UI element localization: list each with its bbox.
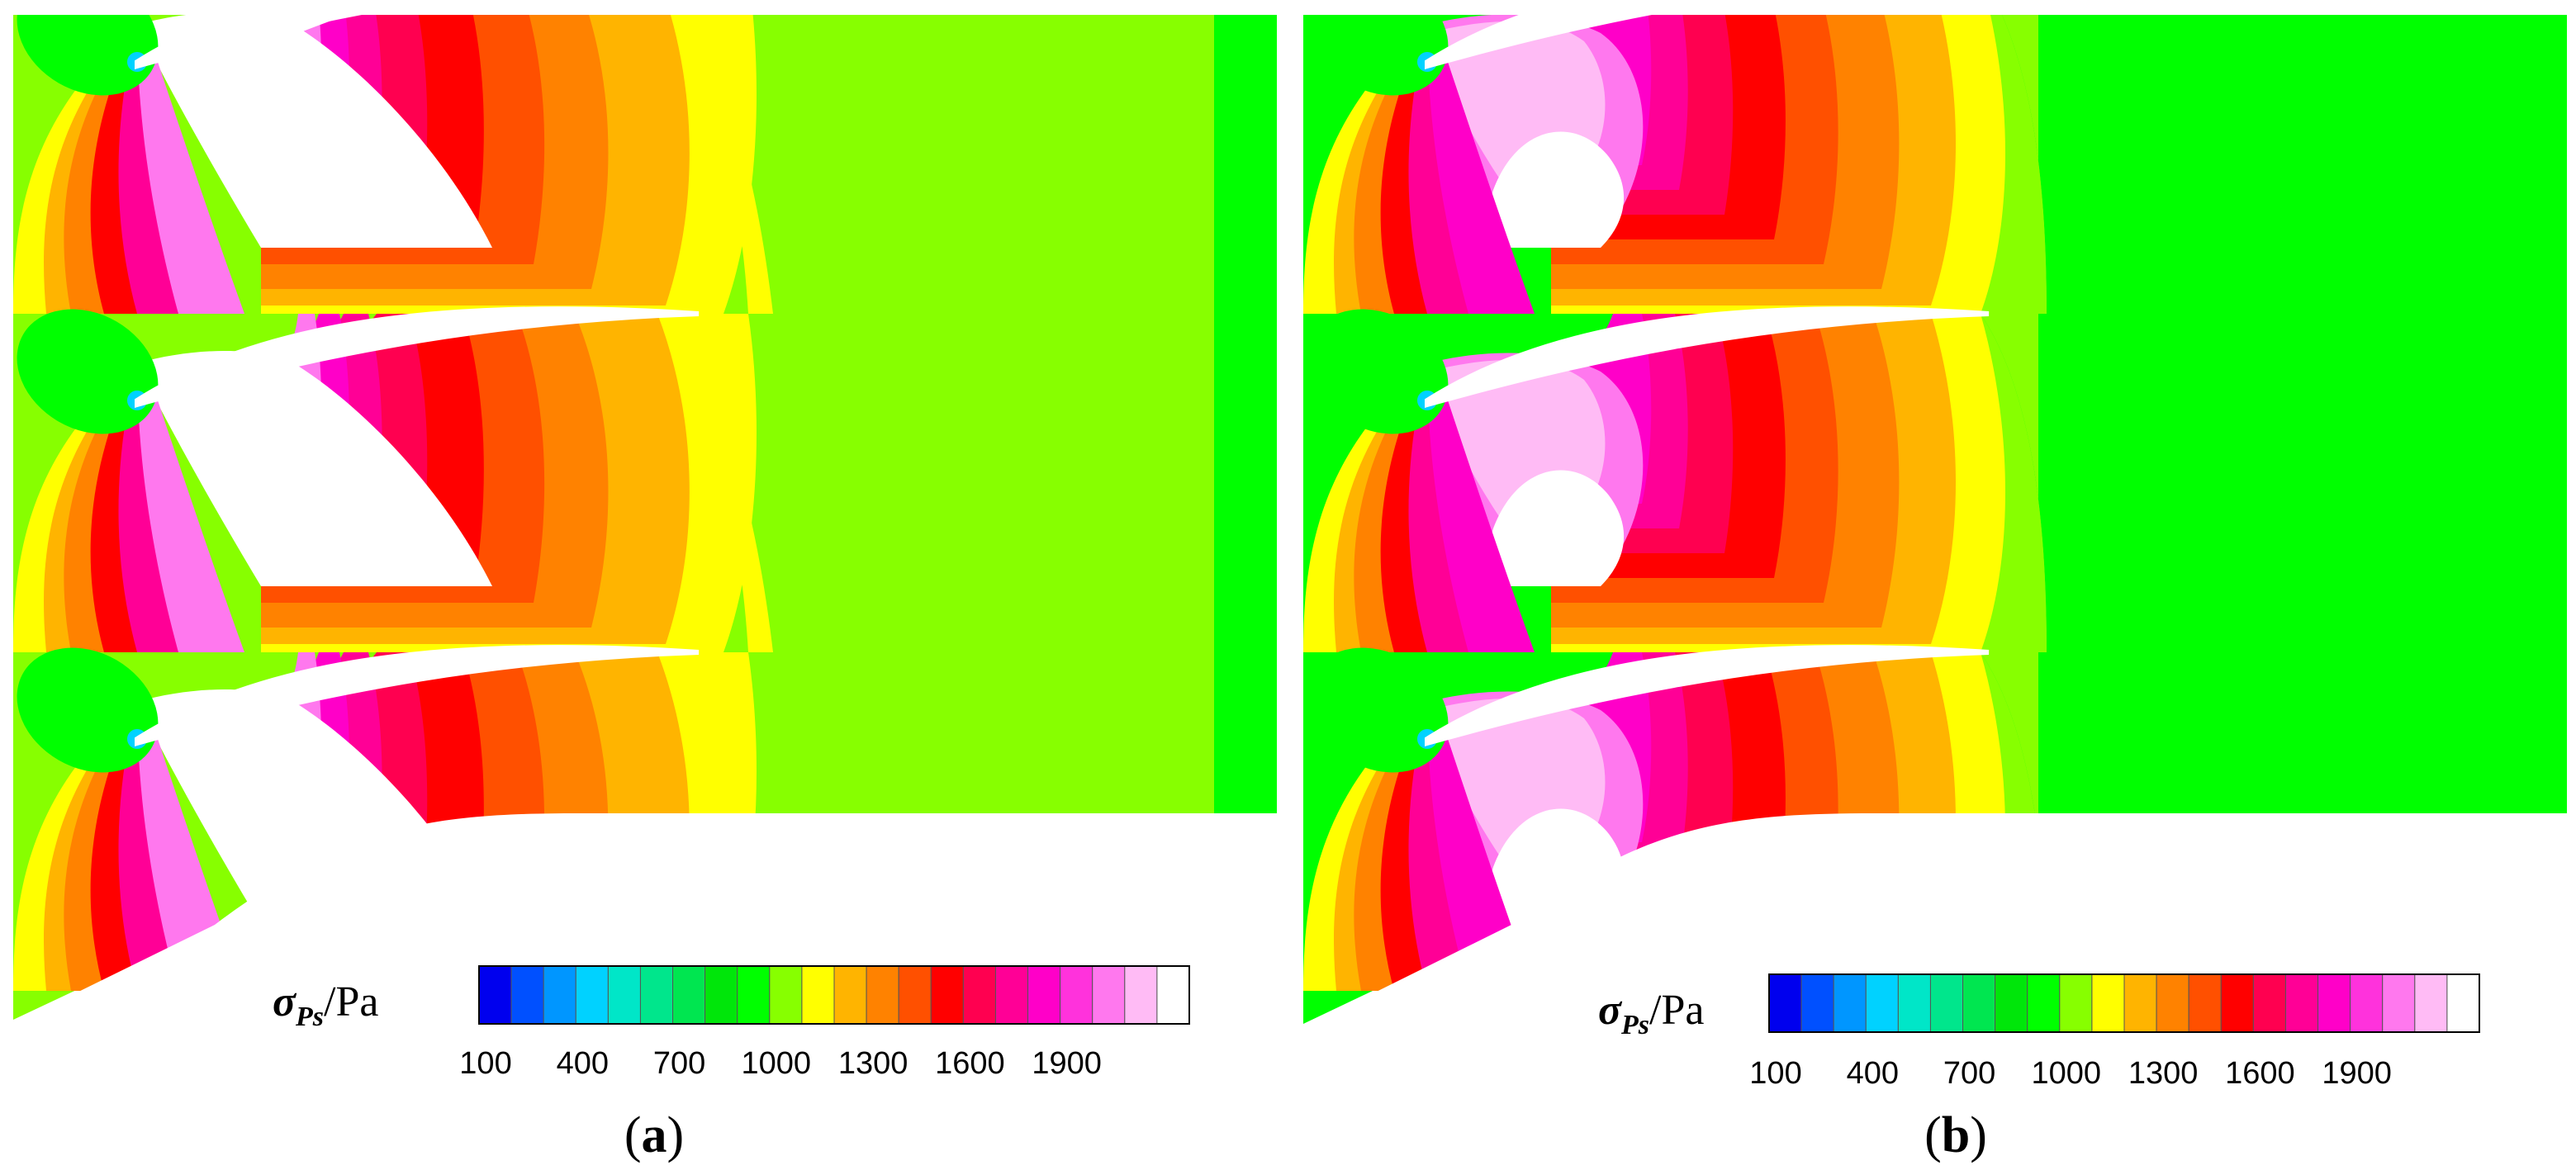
- colorbar-b-swatch: [2284, 973, 2319, 1033]
- colorbar-b-swatch: [1800, 973, 1834, 1033]
- caption-a: (a): [624, 1107, 684, 1163]
- colorbar-a-tick-label: 100: [459, 1046, 511, 1081]
- colorbar-b-swatch: [2156, 973, 2189, 1033]
- colorbar-b-swatch: [1768, 973, 1802, 1033]
- colorbar-b-swatch: [2027, 973, 2061, 1033]
- panel-a-contour: [13, 15, 1277, 1026]
- colorbar-b-tick-label: 1300: [2128, 1056, 2199, 1091]
- colorbar-b-swatches: [1768, 973, 2480, 1033]
- colorbar-a-swatch: [737, 965, 771, 1025]
- colorbar-a-swatch: [607, 965, 641, 1025]
- colorbar-b-tick-label: 100: [1749, 1056, 1801, 1091]
- colorbar-a-swatch: [994, 965, 1029, 1025]
- panel-a-outlet-strip: [1214, 15, 1277, 813]
- colorbar-b-tick-label: 700: [1943, 1056, 1995, 1091]
- colorbar-b-swatch: [2220, 973, 2254, 1033]
- colorbar-a-swatch: [1027, 965, 1061, 1025]
- colorbar-a-frame: [478, 965, 1190, 1025]
- colorbar-a-swatch: [1060, 965, 1093, 1025]
- colorbar-b-swatch: [2059, 973, 2093, 1033]
- panel-b-endwall: [1307, 813, 2567, 1026]
- caption-b: (b): [1924, 1107, 1987, 1163]
- colorbar-a-swatch: [543, 965, 576, 1025]
- colorbar-b-swatch: [2446, 973, 2480, 1033]
- colorbar-b-swatch: [1833, 973, 1867, 1033]
- colorbar-a-swatch: [898, 965, 932, 1025]
- colorbar-a-swatches: [478, 965, 1190, 1025]
- colorbar-b-swatch: [1929, 973, 1964, 1033]
- colorbar-a: σPs/Pa 100 400 700 1000 1300 1600 1900: [273, 965, 1190, 1081]
- panel-b-passage-1: [1284, 0, 2576, 314]
- colorbar-b-swatch: [2123, 973, 2157, 1033]
- colorbar-b-swatch: [1865, 973, 1899, 1033]
- colorbar-a-tick-label: 1600: [935, 1046, 1005, 1081]
- colorbar-a-swatch: [930, 965, 964, 1025]
- colorbar-b-swatch: [2317, 973, 2351, 1033]
- colorbar-a-swatch: [704, 965, 738, 1025]
- colorbar-b-tick-label: 1900: [2322, 1056, 2392, 1091]
- colorbar-b-swatch: [2252, 973, 2286, 1033]
- colorbar-b-swatch: [2350, 973, 2384, 1033]
- colorbar-a-swatch: [510, 965, 544, 1025]
- colorbar-a-swatch: [801, 965, 835, 1025]
- panel-b-contour: [1284, 0, 2576, 1026]
- colorbar-b-tick-label: 400: [1847, 1056, 1899, 1091]
- colorbar-a-swatch: [478, 965, 512, 1025]
- colorbar-b-swatch: [1995, 973, 2028, 1033]
- colorbar-a-label: σPs/Pa: [273, 978, 378, 1032]
- colorbar-a-ticks: 100 400 700 1000 1300 1600 1900: [459, 1046, 1102, 1081]
- colorbar-b-tick-label: 1600: [2225, 1056, 2295, 1091]
- colorbar-b-swatch: [2382, 973, 2416, 1033]
- colorbar-b-swatch: [2188, 973, 2222, 1033]
- colorbar-a-tick-label: 1900: [1032, 1046, 1102, 1081]
- colorbar-a-tick-label: 1300: [838, 1046, 908, 1081]
- colorbar-a-swatch: [1092, 965, 1126, 1025]
- colorbar-a-swatch: [866, 965, 899, 1025]
- colorbar-b-swatch: [2091, 973, 2125, 1033]
- colorbar-a-swatch: [833, 965, 867, 1025]
- colorbar-b-swatch: [1962, 973, 1996, 1033]
- colorbar-a-swatch: [575, 965, 609, 1025]
- colorbar-a-tick-label: 1000: [742, 1046, 812, 1081]
- colorbar-b-swatch: [2414, 973, 2448, 1033]
- colorbar-a-tick-label: 700: [653, 1046, 705, 1081]
- colorbar-a-swatch: [1156, 965, 1190, 1025]
- colorbar-a-swatch: [769, 965, 803, 1025]
- colorbar-a-swatch: [639, 965, 674, 1025]
- colorbar-b-ticks: 100 400 700 1000 1300 1600 1900: [1749, 1056, 2392, 1091]
- colorbar-b-swatch: [1897, 973, 1931, 1033]
- colorbar-b-frame: [1768, 973, 2480, 1033]
- colorbar-a-tick-label: 400: [557, 1046, 609, 1081]
- colorbar-b-label: σPs/Pa: [1598, 987, 1704, 1040]
- colorbar-a-swatch: [672, 965, 706, 1025]
- colorbar-a-swatch: [1124, 965, 1158, 1025]
- colorbar-a-swatch: [962, 965, 996, 1025]
- colorbar-b: σPs/Pa 100 400 700 1000 1300 1600 1900: [1598, 973, 2480, 1091]
- colorbar-b-tick-label: 1000: [2032, 1056, 2102, 1091]
